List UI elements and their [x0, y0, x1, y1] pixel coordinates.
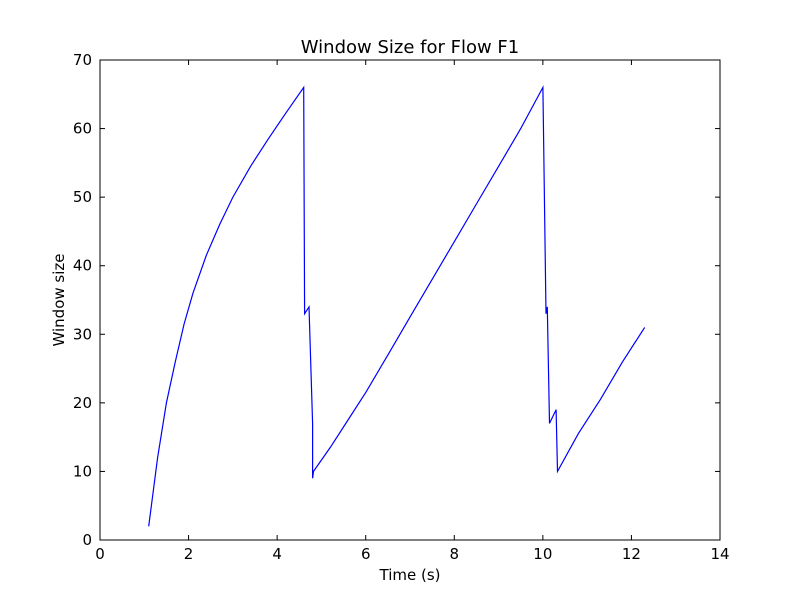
y-tick-label: 20 — [73, 394, 92, 412]
x-axis-ticks: 0 2 4 6 8 10 12 14 — [95, 60, 730, 563]
plot-frame — [99, 59, 721, 541]
y-axis-label: Window size — [50, 254, 68, 347]
x-tick-label: 10 — [533, 545, 552, 563]
x-tick-label: 0 — [95, 545, 105, 563]
y-axis-ticks: 0 10 20 30 40 50 60 70 — [73, 51, 720, 549]
y-tick-label: 50 — [73, 188, 92, 206]
x-tick-label: 2 — [184, 545, 194, 563]
x-tick-label: 6 — [361, 545, 371, 563]
x-tick-label: 8 — [450, 545, 460, 563]
y-tick-label: 60 — [73, 120, 92, 138]
plot-area: 0 2 4 6 8 10 12 14 0 10 20 30 40 50 60 70 — [73, 51, 730, 563]
x-tick-label: 12 — [622, 545, 641, 563]
x-tick-label: 14 — [710, 545, 729, 563]
x-axis-label: Time (s) — [379, 566, 441, 584]
y-tick-label: 70 — [73, 51, 92, 69]
y-tick-label: 10 — [73, 462, 92, 480]
y-tick-label: 40 — [73, 257, 92, 275]
y-tick-label: 30 — [73, 325, 92, 343]
y-tick-label: 0 — [82, 531, 92, 549]
window-size-line — [148, 85, 646, 527]
chart-title: Window Size for Flow F1 — [301, 37, 519, 58]
x-tick-label: 4 — [272, 545, 282, 563]
